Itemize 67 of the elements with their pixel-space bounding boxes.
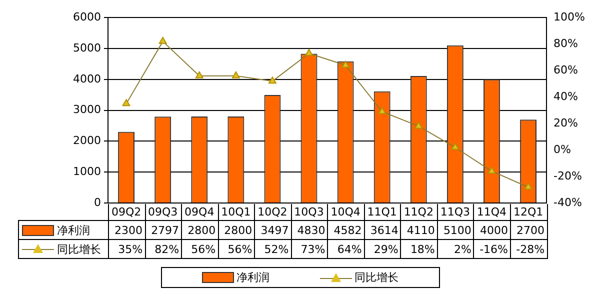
y2-tick-label: 100% [554,10,586,24]
data-label: 2700 [516,224,545,236]
y2-tick-label: 0% [554,142,572,156]
point [122,99,130,106]
point [305,48,313,56]
point [342,60,350,68]
x-tick-label: 11Q2 [404,205,434,218]
legend-label: 净利润 [57,222,90,238]
text: 净利润 [236,271,270,284]
x-tick-label: 12Q1 [513,205,544,218]
y2-tick-label: -20% [554,169,582,182]
y2-tick-label: 20% [554,116,578,130]
point [232,71,240,78]
y-tick-label: 0 [94,196,101,209]
data-label: 4830 [297,224,326,236]
point [488,166,496,174]
point [195,71,204,78]
data-label: 18% [410,242,435,256]
data-label: 5100 [443,224,472,236]
data-label: 56% [228,242,252,256]
x-tick-label: 09Q3 [148,205,178,218]
data-label: 2300 [114,224,143,236]
data-label: 4000 [480,224,508,236]
y-tick-label: 5000 [73,41,101,54]
point [268,76,276,84]
y-tick-label: 2000 [73,134,101,148]
data-label: 2797 [151,224,180,236]
point [378,107,386,114]
y-tick-label: 3000 [73,103,101,116]
y2-tick-label: 40% [554,90,578,103]
data-label: 64% [337,242,362,256]
x-tick-label: 11Q4 [476,205,507,218]
point [414,122,423,129]
x-tick-label: 09Q4 [184,205,214,218]
x-tick-label: 10Q2 [258,205,288,218]
data-label: 3614 [370,224,398,236]
y-tick-label: 1000 [73,164,101,178]
x-tick-label: 11Q3 [440,205,470,218]
data-label: 82% [154,242,180,256]
data-label: 2800 [188,224,216,236]
x-tick-label: 10Q1 [221,205,251,218]
data-label: 29% [374,242,398,256]
legend-label: 同比增长 [57,242,101,256]
data-label: 35% [118,242,143,256]
y2-tick-label: -40% [554,196,582,209]
point [524,182,532,190]
text: 同比增长 [354,271,398,284]
data-label: 2% [454,242,472,256]
x-tick-label: 11Q1 [367,205,397,218]
y-tick-label: 6000 [73,10,101,24]
x-tick-label: 09Q2 [111,205,142,218]
x-tick-label: 10Q3 [294,205,324,218]
y-tick-label: 4000 [73,72,101,86]
data-label: -16% [480,242,508,256]
y2-tick-label: 80% [554,36,578,50]
data-label: 73% [300,242,326,256]
data-label: 56% [191,242,216,256]
data-label: -28% [516,242,545,256]
data-label: 2800 [224,224,252,236]
x-tick-label: 10Q4 [330,205,360,218]
data-label: 3497 [260,224,289,236]
data-label: 52% [264,242,289,256]
point [158,36,167,44]
y2-tick-label: 60% [554,63,578,76]
point [451,142,460,150]
data-label: 4582 [334,224,362,236]
data-label: 4110 [406,224,435,236]
